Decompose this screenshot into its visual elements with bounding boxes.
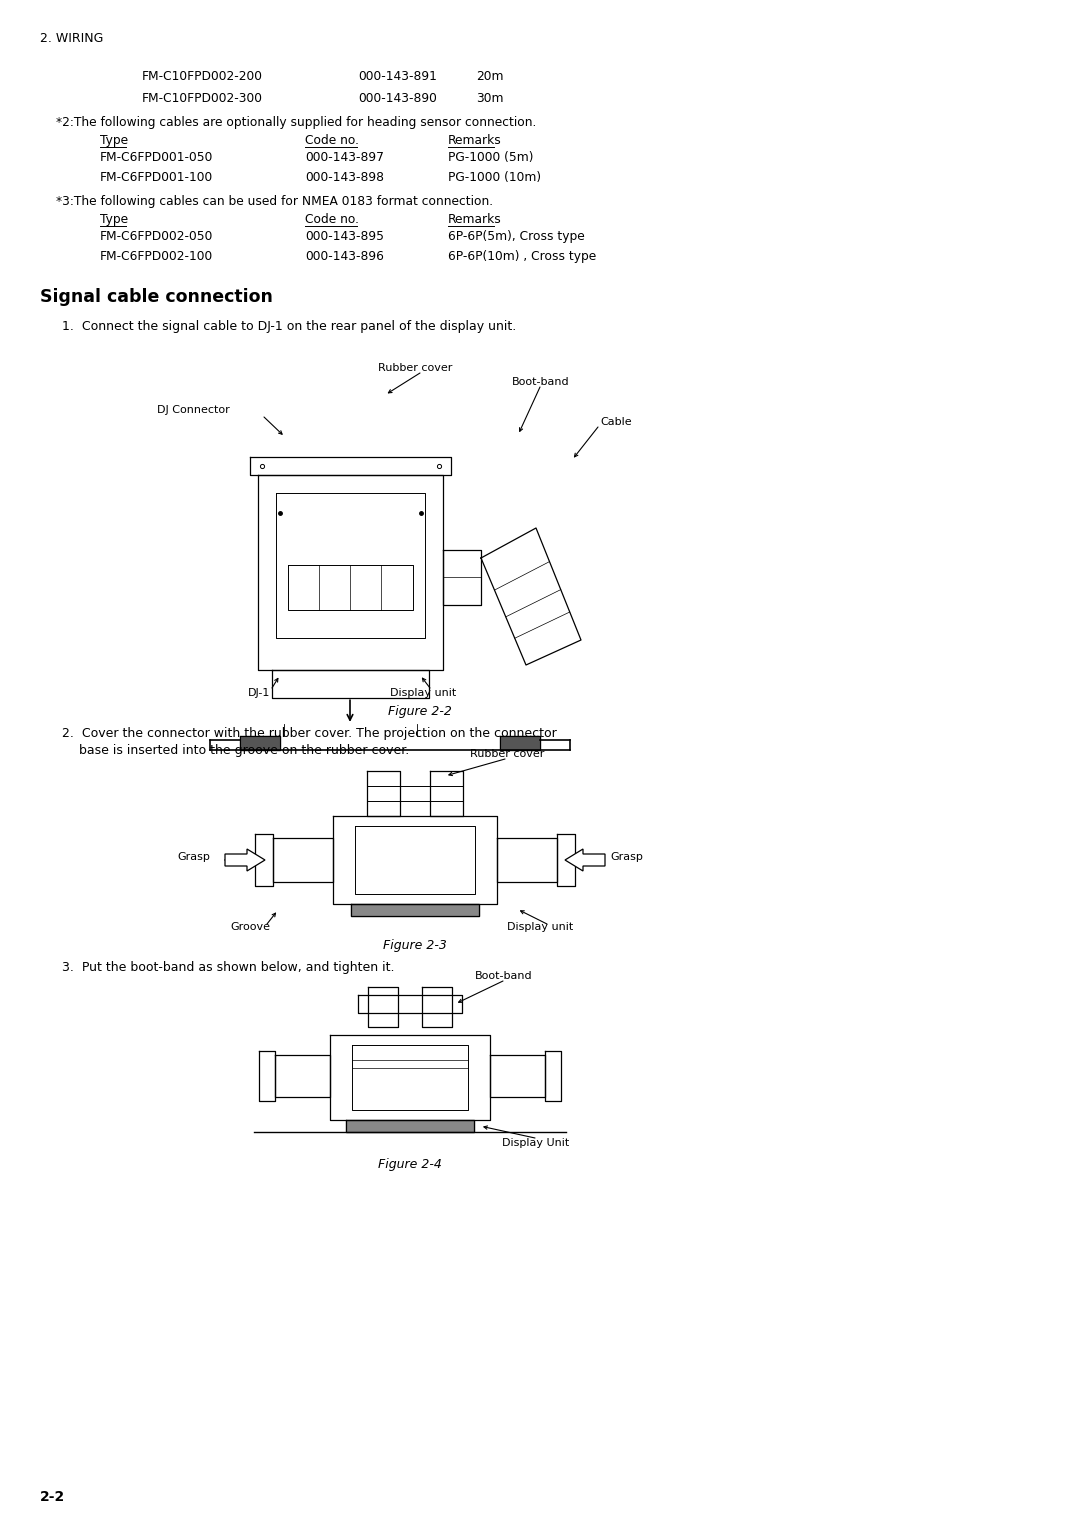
Polygon shape [225,850,265,871]
Text: PG-1000 (10m): PG-1000 (10m) [448,171,541,183]
Text: Rubber cover: Rubber cover [378,364,453,373]
Text: *3:The following cables can be used for NMEA 0183 format connection.: *3:The following cables can be used for … [56,196,494,208]
Text: Rubber cover: Rubber cover [470,749,544,759]
Text: 000-143-896: 000-143-896 [305,251,383,263]
Text: FM-C6FPD002-050: FM-C6FPD002-050 [100,231,214,243]
Text: 2. WIRING: 2. WIRING [40,32,104,44]
Text: 000-143-898: 000-143-898 [305,171,384,183]
Text: Boot-band: Boot-band [512,377,569,387]
Text: 6P-6P(5m), Cross type: 6P-6P(5m), Cross type [448,231,584,243]
Text: 3.  Put the boot-band as shown below, and tighten it.: 3. Put the boot-band as shown below, and… [62,961,394,973]
Text: 30m: 30m [476,92,503,105]
Text: FM-C10FPD002-300: FM-C10FPD002-300 [141,92,264,105]
Text: Remarks: Remarks [448,212,502,226]
Text: Figure 2-4: Figure 2-4 [378,1158,442,1170]
Text: base is inserted into the groove on the rubber cover.: base is inserted into the groove on the … [79,744,409,756]
Polygon shape [565,850,605,871]
Text: Boot-band: Boot-band [475,970,532,981]
Polygon shape [346,1120,474,1132]
Text: Figure 2-3: Figure 2-3 [383,940,447,952]
Polygon shape [500,736,540,750]
Text: 000-143-891: 000-143-891 [357,70,437,83]
Text: DJ Connector: DJ Connector [157,405,230,416]
Text: FM-C10FPD002-200: FM-C10FPD002-200 [141,70,264,83]
Text: Signal cable connection: Signal cable connection [40,287,273,306]
Text: FM-C6FPD002-100: FM-C6FPD002-100 [100,251,213,263]
Polygon shape [240,736,280,750]
Text: Remarks: Remarks [448,134,502,147]
Text: Type: Type [100,134,129,147]
Text: Grasp: Grasp [610,853,643,862]
Text: Code no.: Code no. [305,134,359,147]
Text: PG-1000 (5m): PG-1000 (5m) [448,151,534,163]
Text: Display unit: Display unit [507,921,573,932]
Text: 6P-6P(10m) , Cross type: 6P-6P(10m) , Cross type [448,251,596,263]
Text: Type: Type [100,212,129,226]
Text: 000-143-890: 000-143-890 [357,92,437,105]
Text: FM-C6FPD001-100: FM-C6FPD001-100 [100,171,213,183]
Text: *2:The following cables are optionally supplied for heading sensor connection.: *2:The following cables are optionally s… [56,116,537,128]
Text: DJ-1: DJ-1 [248,688,270,698]
Text: 000-143-897: 000-143-897 [305,151,383,163]
Text: 2-2: 2-2 [40,1490,65,1504]
Text: Display unit: Display unit [390,688,456,698]
Text: Figure 2-2: Figure 2-2 [388,704,451,718]
Text: FM-C6FPD001-050: FM-C6FPD001-050 [100,151,214,163]
Polygon shape [351,905,480,915]
Text: 20m: 20m [476,70,503,83]
Text: Grasp: Grasp [177,853,210,862]
Text: Cable: Cable [600,417,632,426]
Text: Code no.: Code no. [305,212,359,226]
Text: Display Unit: Display Unit [502,1138,569,1148]
Text: Groove: Groove [230,921,270,932]
Text: 2.  Cover the connector with the rubber cover. The projection on the connector: 2. Cover the connector with the rubber c… [62,727,557,740]
Text: 000-143-895: 000-143-895 [305,231,384,243]
Text: 1.  Connect the signal cable to DJ-1 on the rear panel of the display unit.: 1. Connect the signal cable to DJ-1 on t… [62,319,516,333]
